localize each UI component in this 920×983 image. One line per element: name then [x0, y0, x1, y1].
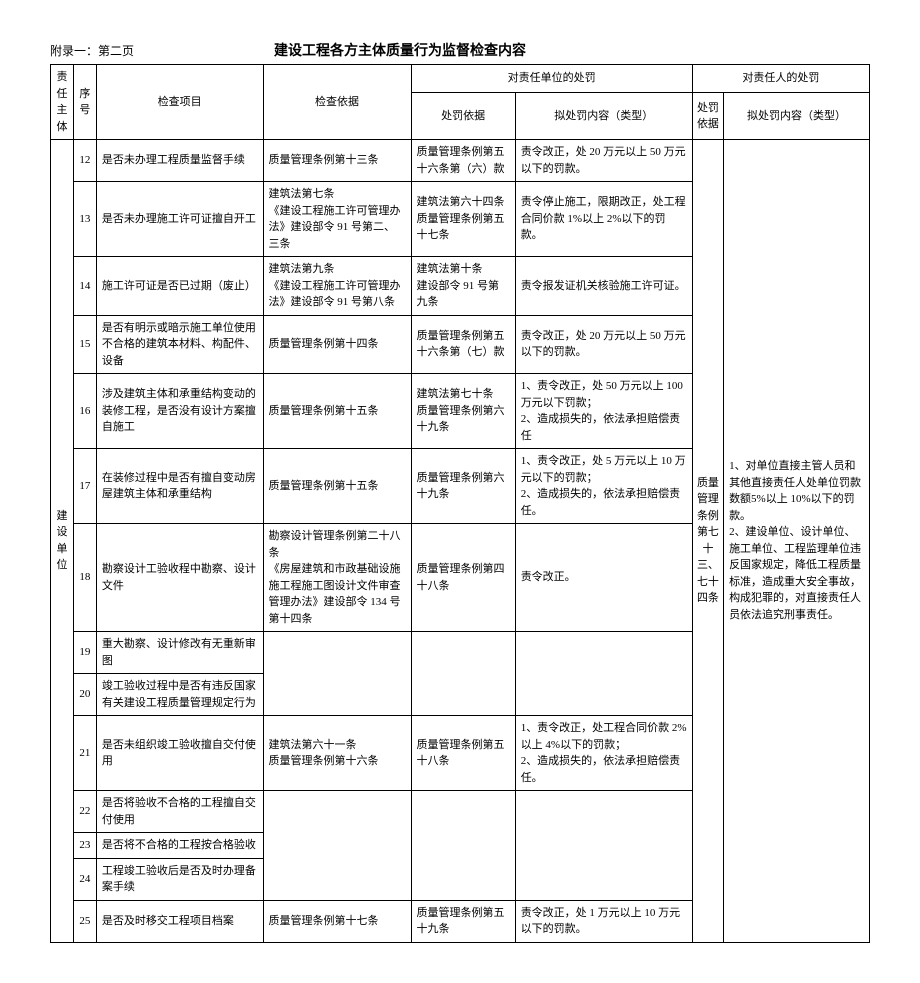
item-cell: 是否未组织竣工验收擅自交付使用	[96, 716, 263, 791]
th-penalty-basis: 处罚依据	[411, 93, 515, 140]
item-cell: 是否将不合格的工程按合格验收	[96, 833, 263, 859]
basis-cell: 建筑法第七条 《建设工程施工许可管理办法》建设部令 91 号第二、三条	[263, 182, 411, 257]
penalty-basis-cell: 质量管理条例第五十九条	[411, 900, 515, 942]
th-basis: 检查依据	[263, 65, 411, 140]
penalty-basis-cell: 质量管理条例第五十六条第（七）款	[411, 315, 515, 374]
basis-cell	[263, 632, 411, 716]
basis-cell: 质量管理条例第十三条	[263, 140, 411, 182]
basis-cell: 质量管理条例第十四条	[263, 315, 411, 374]
penalty-basis-cell: 建筑法第六十四条 质量管理条例第五十七条	[411, 182, 515, 257]
item-cell: 是否有明示或暗示施工单位使用不合格的建筑本材料、构配件、设备	[96, 315, 263, 374]
penalty-content-cell	[515, 791, 692, 901]
item-cell: 在装修过程中是否有擅自变动房屋建筑主体和承重结构	[96, 449, 263, 524]
seq-cell: 22	[73, 791, 96, 833]
penalty-content-cell	[515, 632, 692, 716]
penalty-content-cell: 责令改正。	[515, 524, 692, 632]
basis-cell: 质量管理条例第十五条	[263, 374, 411, 449]
th-person-penalty: 对责任人的处罚	[692, 65, 869, 93]
item-cell: 是否及时移交工程项目档案	[96, 900, 263, 942]
r-penalty-basis-cell: 质量管理条例第七十三、七十四条	[692, 140, 723, 943]
seq-cell: 15	[73, 315, 96, 374]
page-title: 建设工程各方主体质量行为监督检查内容	[274, 40, 526, 60]
penalty-basis-cell	[411, 632, 515, 716]
basis-cell: 质量管理条例第十五条	[263, 449, 411, 524]
basis-cell: 勘察设计管理条例第二十八条 《房屋建筑和市政基础设施施工程施工图设计文件审查管理…	[263, 524, 411, 632]
seq-cell: 16	[73, 374, 96, 449]
th-r-penalty-basis: 处罚依据	[692, 93, 723, 140]
item-cell: 勘察设计工验收程中勘察、设计文件	[96, 524, 263, 632]
r-penalty-content-cell: 1、对单位直接主管人员和其他直接责任人处单位罚款数额5%以上 10%以下的罚款。…	[724, 140, 870, 943]
basis-cell: 质量管理条例第十七条	[263, 900, 411, 942]
seq-cell: 12	[73, 140, 96, 182]
item-cell: 竣工验收过程中是否有违反国家有关建设工程质量管理规定行为	[96, 674, 263, 716]
penalty-content-cell: 1、责令改正，处工程合同价款 2%以上 4%以下的罚款； 2、造成损失的，依法承…	[515, 716, 692, 791]
seq-cell: 23	[73, 833, 96, 859]
penalty-basis-cell: 建筑法第十条 建设部令 91 号第九条	[411, 257, 515, 316]
penalty-content-cell: 责令改正，处 1 万元以上 10 万元以下的罚款。	[515, 900, 692, 942]
penalty-basis-cell: 质量管理条例第六十九条	[411, 449, 515, 524]
seq-cell: 17	[73, 449, 96, 524]
penalty-content-cell: 责令报发证机关核验施工许可证。	[515, 257, 692, 316]
th-entity: 责任主体	[51, 65, 74, 140]
seq-cell: 18	[73, 524, 96, 632]
seq-cell: 20	[73, 674, 96, 716]
th-r-penalty-content: 拟处罚内容（类型）	[724, 93, 870, 140]
seq-cell: 25	[73, 900, 96, 942]
penalty-basis-cell: 质量管理条例第五十六条第（六）款	[411, 140, 515, 182]
penalty-basis-cell: 质量管理条例第四十八条	[411, 524, 515, 632]
item-cell: 是否未办理施工许可证擅自开工	[96, 182, 263, 257]
seq-cell: 19	[73, 632, 96, 674]
th-item: 检查项目	[96, 65, 263, 140]
entity-cell: 建设单位	[51, 140, 74, 943]
penalty-basis-cell: 建筑法第七十条 质量管理条例第六十九条	[411, 374, 515, 449]
appendix-label: 附录一：第二页	[50, 42, 134, 59]
th-seq: 序号	[73, 65, 96, 140]
penalty-content-cell: 责令改正，处 20 万元以上 50 万元以下的罚款。	[515, 140, 692, 182]
seq-cell: 24	[73, 858, 96, 900]
th-unit-penalty: 对责任单位的处罚	[411, 65, 692, 93]
item-cell: 工程竣工验收后是否及时办理备案手续	[96, 858, 263, 900]
th-penalty-content: 拟处罚内容（类型）	[515, 93, 692, 140]
item-cell: 施工许可证是否已过期（废止）	[96, 257, 263, 316]
basis-cell: 建筑法第六十一条 质量管理条例第十六条	[263, 716, 411, 791]
seq-cell: 21	[73, 716, 96, 791]
basis-cell: 建筑法第九条 《建设工程施工许可管理办法》建设部令 91 号第八条	[263, 257, 411, 316]
penalty-content-cell: 1、责令改正，处 5 万元以上 10 万元以下的罚款； 2、造成损失的，依法承担…	[515, 449, 692, 524]
penalty-content-cell: 责令改正，处 20 万元以上 50 万元以下的罚款。	[515, 315, 692, 374]
seq-cell: 13	[73, 182, 96, 257]
penalty-basis-cell	[411, 791, 515, 901]
item-cell: 是否未办理工程质量监督手续	[96, 140, 263, 182]
penalty-content-cell: 1、责令改正，处 50 万元以上 100 万元以下罚款； 2、造成损失的，依法承…	[515, 374, 692, 449]
item-cell: 是否将验收不合格的工程擅自交付使用	[96, 791, 263, 833]
basis-cell	[263, 791, 411, 901]
table-row: 建设单位12是否未办理工程质量监督手续质量管理条例第十三条质量管理条例第五十六条…	[51, 140, 870, 182]
penalty-content-cell: 责令停止施工，限期改正，处工程合同价款 1%以上 2%以下的罚款。	[515, 182, 692, 257]
item-cell: 重大勘察、设计修改有无重新审图	[96, 632, 263, 674]
seq-cell: 14	[73, 257, 96, 316]
item-cell: 涉及建筑主体和承重结构变动的装修工程，是否没有设计方案擅自施工	[96, 374, 263, 449]
inspection-table: 责任主体 序号 检查项目 检查依据 对责任单位的处罚 对责任人的处罚 处罚依据 …	[50, 64, 870, 943]
penalty-basis-cell: 质量管理条例第五十八条	[411, 716, 515, 791]
